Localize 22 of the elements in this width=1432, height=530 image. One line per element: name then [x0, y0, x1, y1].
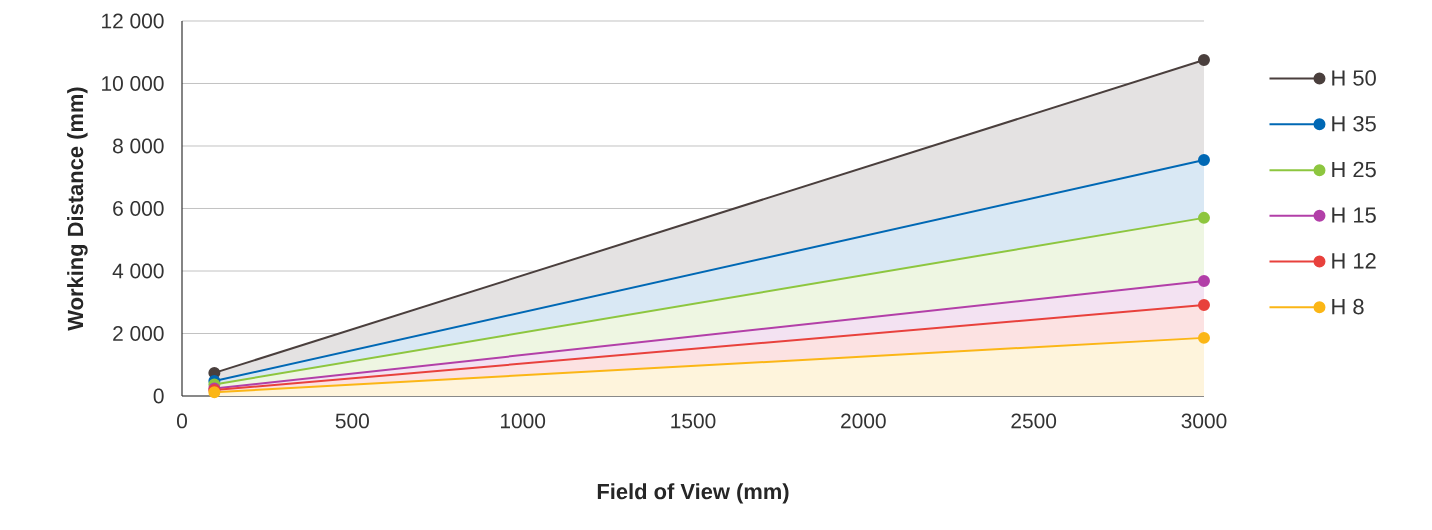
legend-label: H 50	[1332, 70, 1376, 86]
y-tick-label: 12 000	[102, 13, 164, 29]
x-tick-label: 1500	[671, 413, 716, 429]
y-tick-label: 4 000	[112, 263, 164, 279]
x-tick-label: 1000	[500, 413, 546, 429]
y-tick-label: 8 000	[113, 138, 164, 154]
x-tick-label: 2000	[841, 413, 886, 429]
y-tick-label: 0	[153, 388, 164, 404]
x-axis-title: Field of View (mm)	[597, 483, 789, 504]
legend-label: H 25	[1332, 161, 1376, 178]
x-tick-label: 3000	[1181, 413, 1227, 429]
y-tick-label: 6 000	[113, 201, 164, 216]
y-tick-label: 10 000	[102, 76, 164, 91]
legend-label: H 12	[1332, 253, 1376, 269]
y-tick-label: 2 000	[113, 326, 164, 341]
y-axis-title: Working Distance (mm)	[67, 87, 88, 331]
legend-label: H 15	[1332, 207, 1376, 223]
x-tick-label: 0	[177, 413, 187, 429]
x-tick-label: 500	[335, 413, 369, 429]
legend-label: H 8	[1332, 298, 1364, 315]
legend-label: H 35	[1332, 115, 1376, 132]
x-tick-label: 2500	[1011, 413, 1057, 429]
